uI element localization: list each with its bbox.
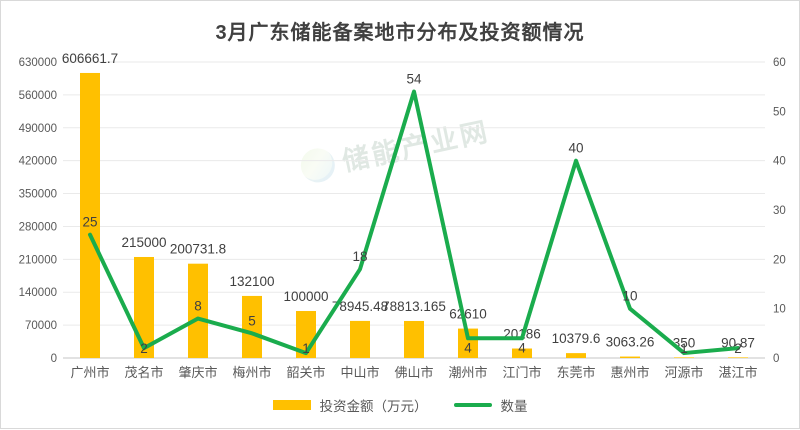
y-axis-right-tick-label: 10 <box>773 304 786 316</box>
x-axis-label: 湛江市 <box>718 365 757 380</box>
legend-label-investment: 投资金额（万元） <box>319 399 428 414</box>
bar-value-label: 78945.48 <box>332 299 388 314</box>
y-axis-right-tick-label: 20 <box>773 254 786 266</box>
chart-title: 3月广东储能备案地市分布及投资额情况 <box>215 22 585 44</box>
line-value-label: 18 <box>352 249 367 264</box>
x-axis-label: 中山市 <box>340 365 379 380</box>
bar-value-label: 90.87 <box>721 335 755 350</box>
bar <box>620 356 640 358</box>
bar-value-label: 62610 <box>449 307 487 322</box>
line-value-label: 5 <box>248 313 256 328</box>
bar <box>512 348 532 358</box>
line-value-label: 2 <box>140 341 148 356</box>
legend-item-count: 数量 <box>453 395 528 415</box>
line-value-label: 54 <box>406 72 422 87</box>
line-value-label: 8 <box>194 299 202 314</box>
line-value-label: 4 <box>518 340 526 355</box>
x-axis-label: 茂名市 <box>124 365 163 380</box>
x-axis-label: 佛山市 <box>394 365 433 380</box>
bar-value-label: 78813.165 <box>382 299 446 314</box>
x-axis-label: 梅州市 <box>232 365 271 380</box>
x-axis-label: 韶关市 <box>286 365 325 380</box>
x-axis-label: 江门市 <box>502 365 541 380</box>
x-axis-label: 东莞市 <box>556 365 595 380</box>
y-axis-left-tick-label: 0 <box>51 353 57 365</box>
bar-value-label: 100000 <box>283 289 328 304</box>
bar <box>188 263 208 358</box>
y-axis-right-tick-label: 30 <box>773 205 786 217</box>
line-value-label: 25 <box>82 215 97 230</box>
bar <box>350 320 370 358</box>
bar <box>404 320 424 358</box>
line-series <box>88 89 740 356</box>
bar <box>566 353 586 358</box>
y-axis-left-tick-label: 280000 <box>19 221 57 233</box>
bar-value-label: 606661.7 <box>62 51 118 66</box>
y-axis-right-tick-label: 50 <box>773 106 786 118</box>
y-axis-right-tick-label: 40 <box>773 156 786 168</box>
y-axis-right-tick-label: 60 <box>773 57 786 69</box>
y-axis-left-tick-label: 350000 <box>19 189 57 201</box>
legend: 投资金额（万元） 数量 <box>1 395 799 415</box>
bar-value-label: 3063.26 <box>606 335 655 350</box>
x-axis-label: 广州市 <box>70 365 109 380</box>
bar <box>134 256 154 358</box>
x-axis-label: 河源市 <box>664 365 703 380</box>
line-value-label: 1 <box>302 341 310 356</box>
legend-label-count: 数量 <box>500 399 528 414</box>
legend-item-investment: 投资金额（万元） <box>272 395 428 415</box>
bar-value-label: 10379.6 <box>552 331 601 346</box>
y-axis-left-tick-label: 630000 <box>19 57 57 69</box>
y-axis-right-tick-label: 0 <box>773 353 779 365</box>
bar-series-swatch-icon <box>272 400 311 410</box>
y-axis-left-tick-label: 560000 <box>19 90 57 102</box>
y-axis-left-tick-label: 140000 <box>19 287 57 299</box>
y-axis-left-tick-label: 420000 <box>19 156 57 168</box>
x-axis-label: 肇庆市 <box>178 365 217 380</box>
bar <box>80 72 100 358</box>
line-value-label: 2 <box>734 341 742 356</box>
bar <box>728 357 748 358</box>
line-value-label: 4 <box>464 340 472 355</box>
bar-value-label: 132100 <box>229 274 274 289</box>
y-axis-left-tick-label: 210000 <box>19 254 57 266</box>
line-value-label: 1 <box>680 341 688 356</box>
y-axis-left-tick-label: 70000 <box>25 320 57 332</box>
x-axis-label: 潮州市 <box>448 365 487 380</box>
y-axis-left-tick-label: 490000 <box>19 123 57 135</box>
bar <box>458 328 478 358</box>
bar <box>242 295 262 358</box>
line-value-label: 40 <box>568 141 583 156</box>
bar <box>674 357 694 358</box>
x-axis-label: 惠州市 <box>610 365 649 380</box>
bar-value-label: 215000 <box>121 235 166 250</box>
bar-value-label: 200731.8 <box>170 242 226 257</box>
line-series-swatch-icon <box>453 403 492 407</box>
line-value-label: 10 <box>622 289 637 304</box>
